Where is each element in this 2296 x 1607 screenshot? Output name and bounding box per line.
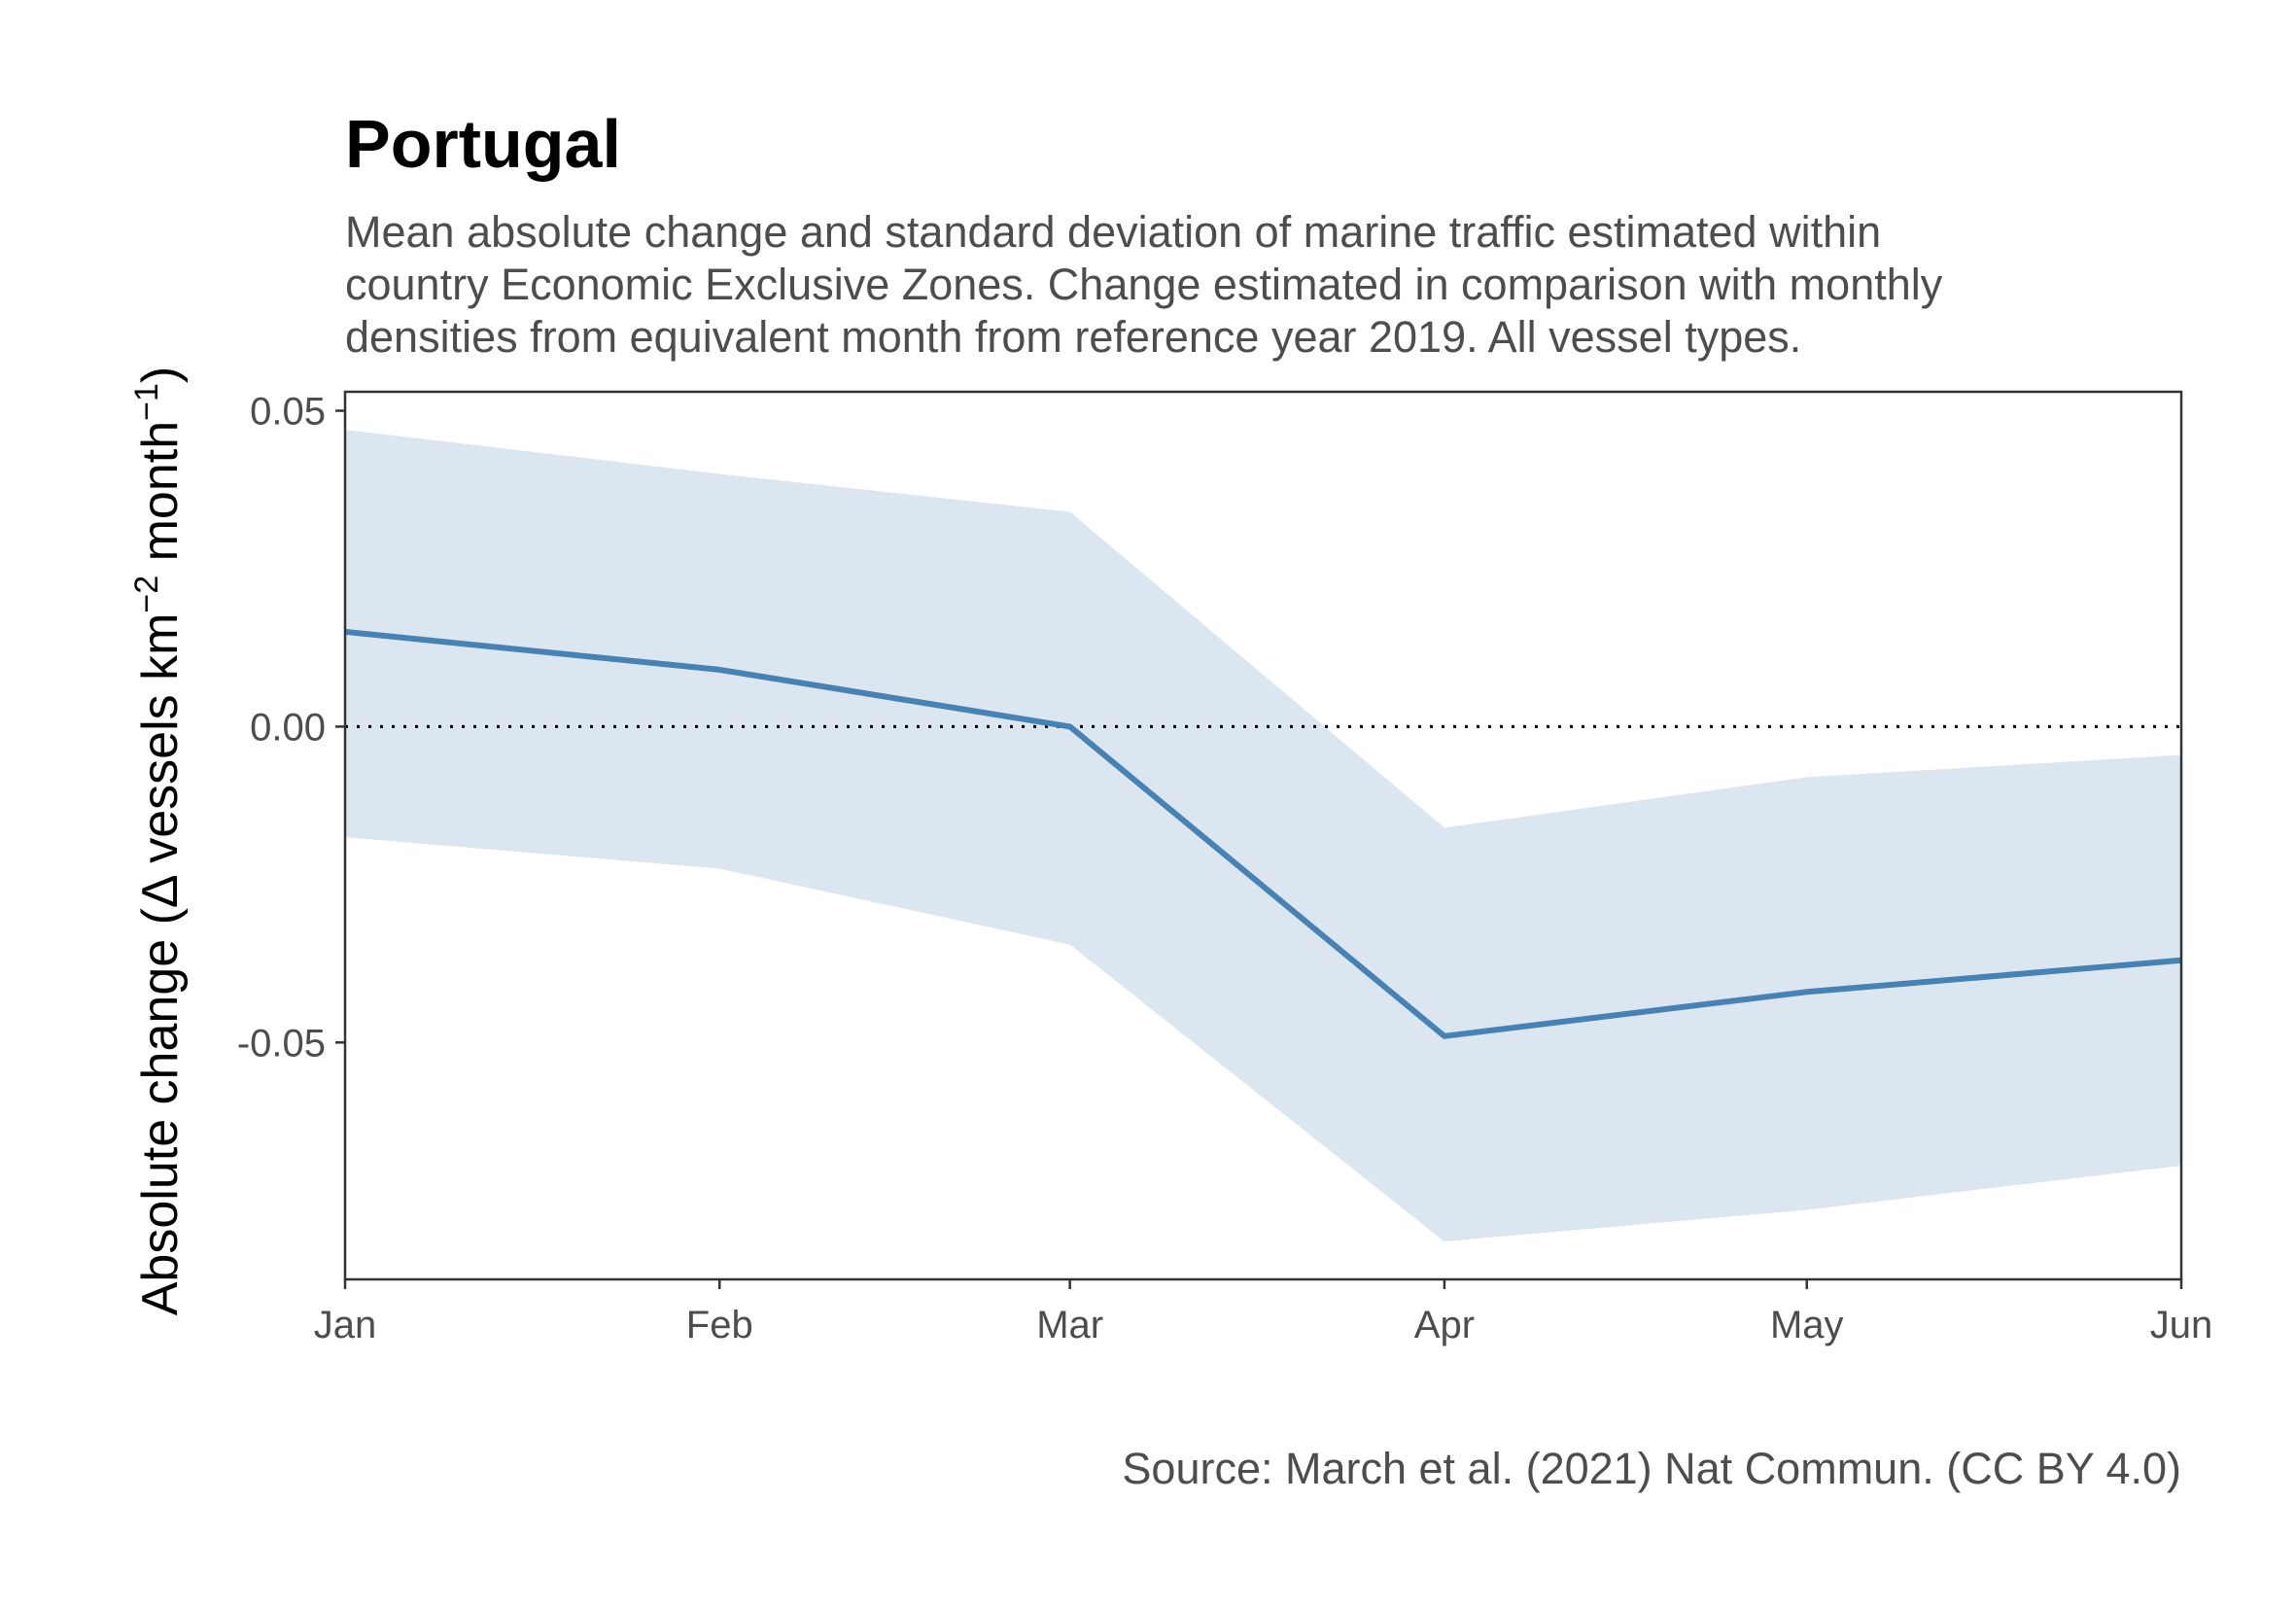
chart-subtitle-line-1: Mean absolute change and standard deviat… [345,207,1881,257]
y-axis-label-units: vessels km [132,613,189,878]
y-axis-label-close: ) [132,367,189,383]
y-tick-label: 0.00 [250,706,326,749]
y-axis-label-main: Absolute change ( [132,907,189,1315]
plot-border [343,390,2183,1281]
y-axis-label-sup2: −1 [128,383,165,421]
chart-caption: Source: March et al. (2021) Nat Commun. … [1122,1444,2181,1493]
plot-area: 0.05 0.00 -0.05 Jan Feb Mar Apr May Jun [237,390,2212,1346]
x-tick-label: Apr [1414,1304,1475,1346]
mean-change-line [344,628,2182,1039]
x-tick-label: Mar [1036,1304,1103,1346]
chart-subtitle-line-2: country Economic Exclusive Zones. Change… [345,260,1943,309]
x-tick-label: Jun [2150,1304,2213,1346]
y-axis-label: Absolute change (Δ vessels km−2 month−1) [128,367,189,1316]
x-tick-label: Jan [314,1304,377,1346]
y-tick-label: 0.05 [250,390,326,433]
chart-title: Portugal [345,106,621,182]
x-tick-label: Feb [686,1304,753,1346]
y-tick-label: -0.05 [237,1022,326,1065]
chart-subtitle-line-3: densities from equivalent month from ref… [345,312,1801,362]
x-tick-label: May [1770,1304,1844,1346]
y-axis-label-month: month [132,421,189,576]
y-axis-label-sup1: −2 [128,576,165,613]
y-axis-label-delta: Δ [132,875,189,908]
sd-ribbon [345,430,2181,1241]
